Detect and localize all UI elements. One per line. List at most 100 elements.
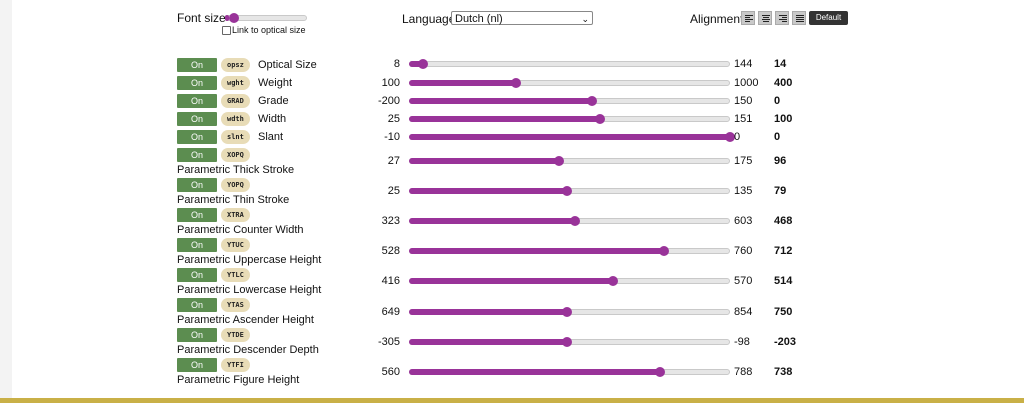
axis-YTFI-slider[interactable] [409, 367, 730, 377]
axis-YTLC-toggle-button[interactable]: On [177, 268, 217, 282]
axis-GRAD-slider[interactable] [409, 96, 730, 106]
axis-YTDE-tag: YTDE [221, 328, 250, 342]
axis-slnt-tag: slnt [221, 130, 250, 144]
slider-thumb[interactable] [553, 156, 564, 166]
axis-YTUC-slider[interactable] [409, 246, 730, 256]
axis-YTUC-name: Parametric Uppercase Height [177, 254, 322, 266]
axis-YTAS-toggle-button[interactable]: On [177, 298, 217, 312]
axis-wght-max: 1000 [734, 77, 759, 89]
axis-XOPQ-tag: XOPQ [221, 148, 250, 162]
axis-YTLC-value: 514 [774, 275, 793, 287]
slider-fill [409, 309, 568, 315]
slider-fill [409, 218, 576, 224]
axis-XOPQ-min: 27 [387, 155, 400, 167]
link-optical-size-label: Link to optical size [232, 25, 306, 35]
axis-wght-min: 100 [381, 77, 400, 89]
axis-YTDE-min: -305 [377, 336, 400, 348]
axis-wght-slider[interactable] [409, 78, 730, 88]
axis-YTDE-value: -203 [774, 336, 797, 348]
axis-YTAS-tag: YTAS [221, 298, 250, 312]
axis-YTFI-min: 560 [381, 366, 400, 378]
font-size-thumb[interactable] [229, 13, 240, 23]
axis-YTFI-tag: YTFI [221, 358, 250, 372]
axis-XTRA-slider[interactable] [409, 216, 730, 226]
slider-thumb[interactable] [418, 59, 429, 69]
axis-XOPQ-toggle-button[interactable]: On [177, 148, 217, 162]
chevron-down-icon: ⌄ [581, 14, 589, 24]
axis-YTDE-max: -98 [734, 336, 750, 348]
axis-XTRA-tag: XTRA [221, 208, 250, 222]
align-right-icon[interactable] [775, 11, 789, 25]
axis-wght-toggle-button[interactable]: On [177, 76, 217, 90]
axis-YOPQ-slider[interactable] [409, 186, 730, 196]
axis-XTRA-toggle-button[interactable]: On [177, 208, 217, 222]
axis-wdth-toggle-button[interactable]: On [177, 112, 217, 126]
axis-XOPQ-slider[interactable] [409, 156, 730, 166]
axis-wdth-max: 151 [734, 113, 753, 125]
axis-slnt-toggle-button[interactable]: On [177, 130, 217, 144]
axis-YTFI-toggle-button[interactable]: On [177, 358, 217, 372]
slider-track [409, 61, 730, 67]
axis-YTAS-slider[interactable] [409, 307, 730, 317]
axis-opsz-value: 14 [774, 58, 787, 70]
default-alignment-button[interactable]: Default [809, 11, 848, 25]
axis-YTDE-slider[interactable] [409, 337, 730, 347]
axis-XTRA-name: Parametric Counter Width [177, 224, 304, 236]
slider-fill [409, 116, 600, 122]
slider-thumb[interactable] [608, 276, 619, 286]
axis-YTAS-name: Parametric Ascender Height [177, 314, 314, 326]
axis-YOPQ-value: 79 [774, 185, 787, 197]
axis-wdth-slider[interactable] [409, 114, 730, 124]
slider-fill [409, 80, 516, 86]
axis-YTLC-slider[interactable] [409, 276, 730, 286]
axis-wght-value: 400 [774, 77, 793, 89]
axis-slnt-value: 0 [774, 131, 781, 143]
slider-thumb[interactable] [587, 96, 598, 106]
slider-thumb[interactable] [561, 186, 572, 196]
font-size-slider[interactable] [225, 13, 307, 23]
slider-thumb[interactable] [562, 307, 573, 317]
slider-fill [409, 188, 567, 194]
axis-wght-name: Weight [258, 77, 293, 89]
left-gutter [0, 0, 12, 403]
link-optical-size-checkbox[interactable] [222, 26, 231, 35]
axis-YTUC-tag: YTUC [221, 238, 250, 252]
slider-thumb[interactable] [594, 114, 605, 124]
axis-XOPQ-value: 96 [774, 155, 787, 167]
axis-XTRA-max: 603 [734, 215, 753, 227]
slider-fill [409, 134, 730, 140]
axis-YTUC-min: 528 [381, 245, 400, 257]
slider-thumb[interactable] [562, 337, 573, 347]
slider-thumb[interactable] [725, 132, 735, 142]
axis-wdth-name: Width [258, 113, 287, 125]
align-left-icon[interactable] [741, 11, 755, 25]
align-justify-icon[interactable] [792, 11, 806, 25]
slider-thumb[interactable] [510, 78, 521, 88]
axis-XOPQ-max: 175 [734, 155, 753, 167]
axis-GRAD-value: 0 [774, 95, 781, 107]
axis-slnt-min: -10 [384, 131, 400, 143]
axis-wdth-value: 100 [774, 113, 793, 125]
font-size-fill [225, 15, 230, 21]
axis-GRAD-toggle-button[interactable]: On [177, 94, 217, 108]
slider-thumb[interactable] [654, 367, 665, 377]
align-center-icon[interactable] [758, 11, 772, 25]
axis-YTUC-toggle-button[interactable]: On [177, 238, 217, 252]
axis-opsz-toggle-button[interactable]: On [177, 58, 217, 72]
axis-GRAD-tag: GRAD [221, 94, 250, 108]
axis-wdth-min: 25 [387, 113, 400, 125]
slider-fill [409, 248, 664, 254]
slider-thumb[interactable] [658, 246, 669, 256]
language-select[interactable]: Dutch (nl) ⌄ [451, 11, 593, 25]
axis-GRAD-name: Grade [258, 95, 289, 107]
axis-slnt-max: 0 [734, 131, 741, 143]
axis-YOPQ-max: 135 [734, 185, 753, 197]
axis-YOPQ-toggle-button[interactable]: On [177, 178, 217, 192]
slider-thumb[interactable] [570, 216, 581, 226]
axis-slnt-slider[interactable] [409, 132, 735, 142]
axis-YTFI-value: 738 [774, 366, 793, 378]
axis-YTDE-toggle-button[interactable]: On [177, 328, 217, 342]
axis-YTLC-max: 570 [734, 275, 753, 287]
axis-opsz-slider[interactable] [409, 59, 730, 69]
axis-GRAD-max: 150 [734, 95, 753, 107]
